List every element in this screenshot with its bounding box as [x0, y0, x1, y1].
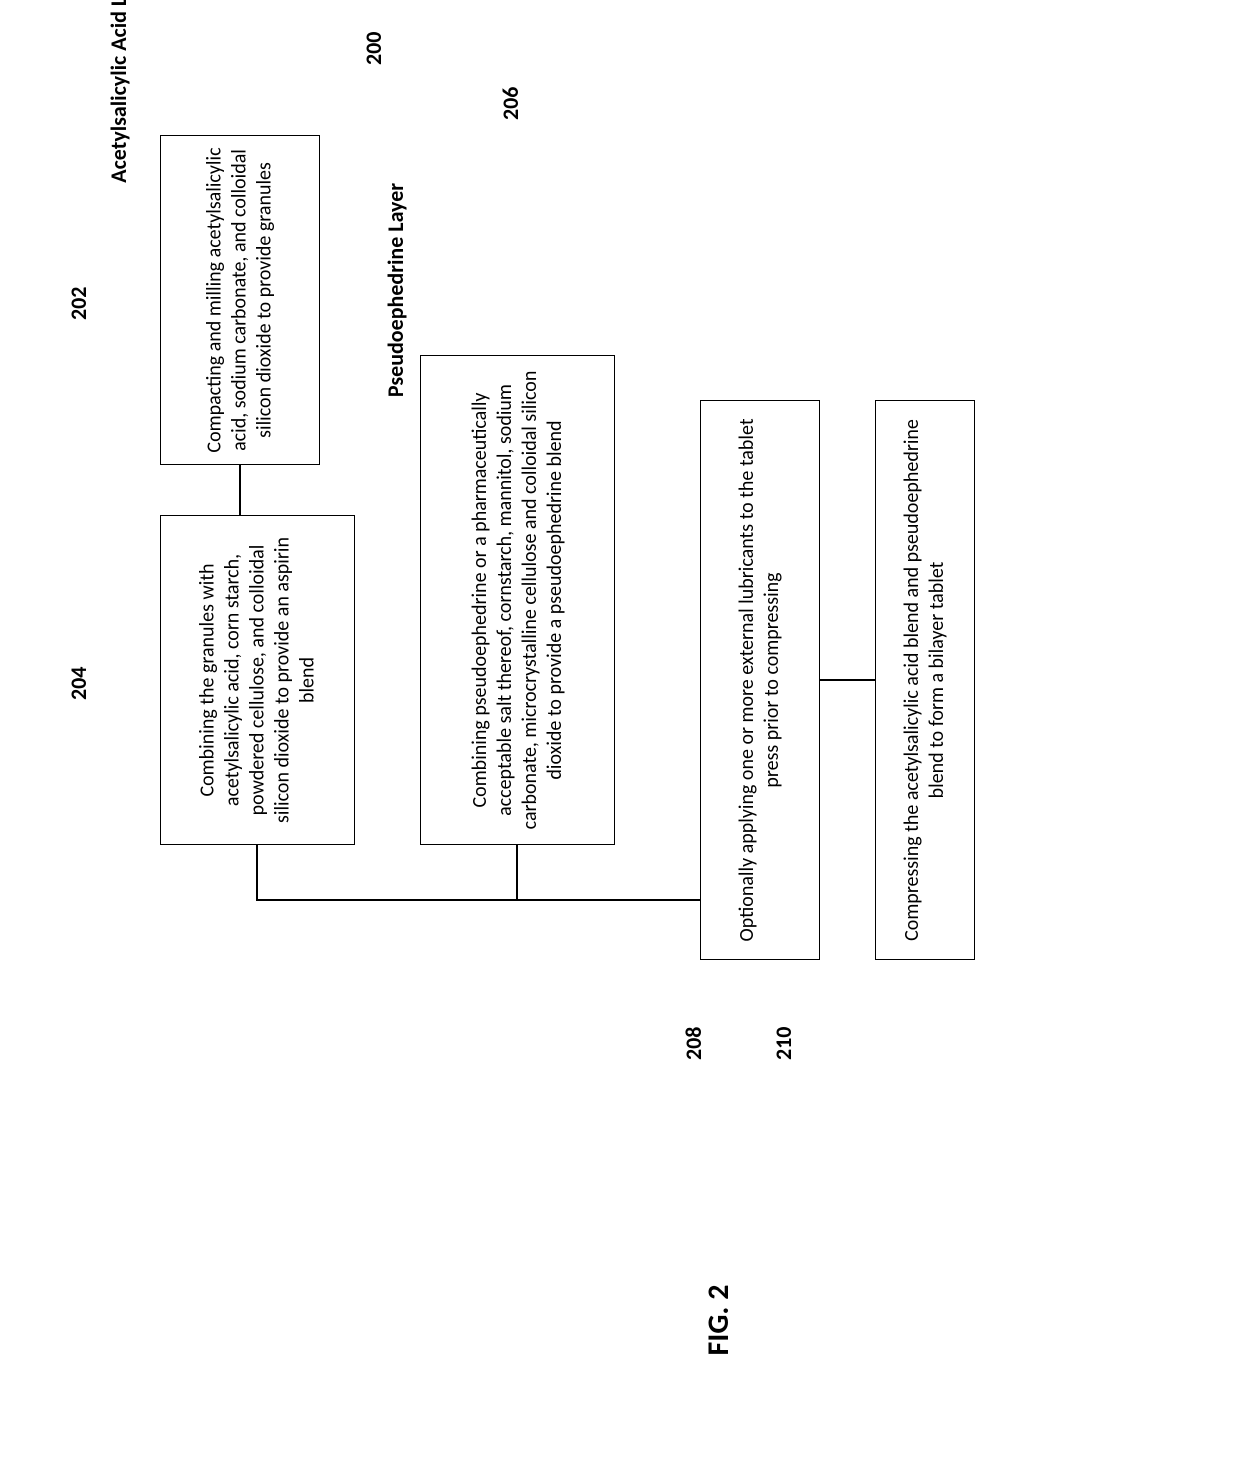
box-208-text: Optionally applying one or more external… — [735, 410, 785, 950]
connector-208-210 — [820, 679, 875, 681]
box-210-text: Compressing the acetylsalicylic acid ble… — [900, 410, 950, 950]
figure-caption: FIG. 2 — [700, 1270, 800, 1370]
figure-canvas: 200 Acetylsalicylic Acid Layer Pseudoeph… — [0, 0, 1240, 1462]
connector-merge-to-208 — [0, 0, 1240, 1462]
ref-208: 208 — [680, 1020, 720, 1060]
box-210: Compressing the acetylsalicylic acid ble… — [875, 400, 975, 960]
ref-210: 210 — [770, 1020, 810, 1060]
box-208: Optionally applying one or more external… — [700, 400, 820, 960]
